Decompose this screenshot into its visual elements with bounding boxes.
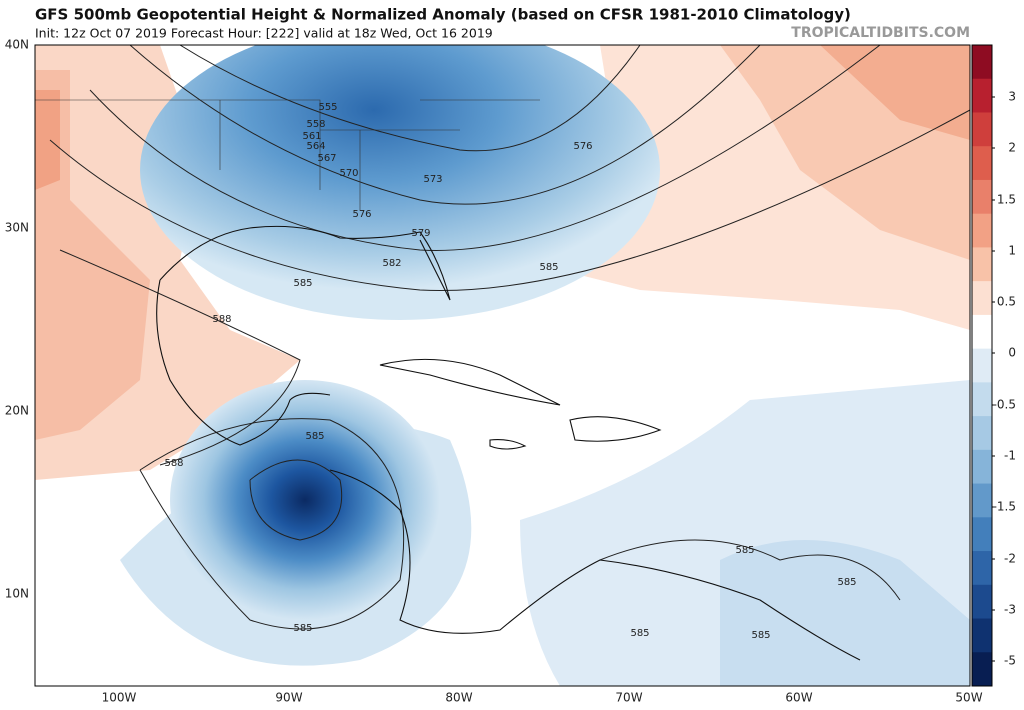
contour-label: 555 xyxy=(318,102,337,113)
contour-label: 582 xyxy=(382,258,401,269)
colorbar-label: -3 xyxy=(1004,603,1016,617)
colorbar-swatch xyxy=(972,382,992,417)
title: GFS 500mb Geopotential Height & Normaliz… xyxy=(35,6,851,24)
colorbar-swatch xyxy=(972,584,992,620)
colorbar-swatch xyxy=(972,483,992,518)
colorbar-swatch xyxy=(972,618,992,653)
contour-label: 585 xyxy=(293,278,312,289)
lat-label: 40N xyxy=(5,38,29,52)
lat-label: 30N xyxy=(5,221,29,235)
lat-label: 10N xyxy=(5,587,29,601)
contour-label: 567 xyxy=(317,153,336,164)
lon-label: 100W xyxy=(102,691,137,705)
colorbar-label: -1.5 xyxy=(993,500,1016,514)
colorbar-swatch xyxy=(972,281,992,316)
map-frame xyxy=(34,44,971,687)
colorbar-frame xyxy=(971,44,993,687)
colorbar-swatch xyxy=(972,146,992,181)
contour-label: 585 xyxy=(305,431,324,442)
lon-label: 70W xyxy=(615,691,642,705)
contour-label: 576 xyxy=(352,209,371,220)
colorbar-label: 1 xyxy=(1008,244,1016,258)
colorbar-swatch xyxy=(972,78,992,113)
contour-label: 576 xyxy=(573,141,592,152)
colorbar-label: -2 xyxy=(1004,552,1016,566)
colorbar-label: 2 xyxy=(1008,141,1016,155)
lat-axis: 40N 30N 20N 10N xyxy=(5,38,29,601)
colorbar: 3 2 1.5 1 0.5 0 -0.5 -1 -1.5 -2 -3 -5 xyxy=(971,44,1016,687)
contour-label: 585 xyxy=(837,577,856,588)
contour-label: 588 xyxy=(164,458,183,469)
contour-label: 561 xyxy=(302,131,321,142)
colorbar-swatch xyxy=(972,179,992,215)
colorbar-swatch xyxy=(972,45,992,80)
contour-label: 564 xyxy=(306,141,325,152)
subtitle: Init: 12z Oct 07 2019 Forecast Hour: [22… xyxy=(35,26,493,41)
colorbar-label: -0.5 xyxy=(993,398,1016,412)
lon-axis: 100W 90W 80W 70W 60W 50W xyxy=(102,691,983,705)
colorbar-swatch xyxy=(972,517,992,552)
colorbar-label: 0 xyxy=(1008,346,1016,360)
contour-label: 588 xyxy=(212,314,231,325)
lon-label: 60W xyxy=(785,691,812,705)
colorbar-swatch xyxy=(972,416,992,451)
lat-label: 20N xyxy=(5,404,29,418)
contour-label: 585 xyxy=(735,545,754,556)
contour-label: 585 xyxy=(751,630,770,641)
contour-label: 558 xyxy=(306,119,325,130)
colorbar-label: 0.5 xyxy=(997,295,1016,309)
lon-label: 90W xyxy=(275,691,302,705)
colorbar-label: 1.5 xyxy=(997,193,1016,207)
colorbar-label: 3 xyxy=(1008,90,1016,104)
contour-label: 579 xyxy=(411,228,430,239)
colorbar-swatch xyxy=(972,348,992,383)
source: TROPICALTIDBITS.COM xyxy=(791,25,970,41)
lon-label: 80W xyxy=(445,691,472,705)
colorbar-swatch xyxy=(972,449,992,485)
lon-label: 50W xyxy=(955,691,982,705)
colorbar-swatch xyxy=(972,213,992,248)
contour-labels: 555 558 561 564 567 570 573 576 576 579 … xyxy=(164,102,856,641)
map-area xyxy=(35,45,970,686)
contour-label: 585 xyxy=(539,262,558,273)
contour-label: 585 xyxy=(630,628,649,639)
contour-label: 573 xyxy=(423,174,442,185)
colorbar-label: -1 xyxy=(1004,449,1016,463)
colorbar-swatch xyxy=(972,247,992,282)
colorbar-swatch xyxy=(972,652,992,687)
colorbar-swatch xyxy=(972,551,992,586)
colorbar-label: -5 xyxy=(1004,654,1016,668)
contour-label: 570 xyxy=(339,168,358,179)
colorbar-swatch xyxy=(972,314,992,350)
colorbar-swatch xyxy=(972,112,992,147)
contour-label: 585 xyxy=(293,623,312,634)
